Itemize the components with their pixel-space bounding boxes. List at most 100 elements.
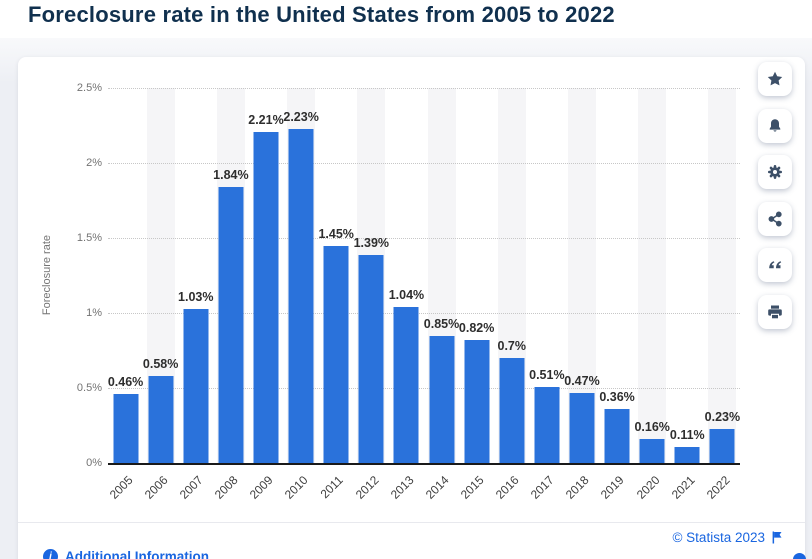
bar-value-label: 0.16% [634,420,670,434]
print-button[interactable] [758,294,792,329]
bar-column-2007: 1.03% 2007 [177,88,214,502]
bar-value-label: 1.45% [318,226,354,241]
chart-section: Foreclosure rate 0% 0.5% 1% 1.5% 2% 2.5% 0.46… [0,38,812,559]
share-button[interactable] [758,201,792,236]
icon-toolbar [758,62,792,329]
bar-column-2019: 0.36% 2019 [598,88,635,502]
bar-column-2010: 2.23% 2010 [282,88,319,502]
bar-column-2020: 0.16% 2020 [633,88,670,502]
bar-value-label: 0.51% [529,367,565,382]
bar-value-label: 1.04% [388,288,425,302]
x-tick-label: 2015 [457,473,487,502]
gridline [108,388,740,389]
bar-value-label: 0.36% [599,390,635,404]
bar-2014[interactable] [429,335,455,463]
bar-value-label: 0.23% [704,409,741,424]
bar-2010[interactable] [288,128,314,463]
y-tick-label: 2% [86,157,102,169]
star-icon [767,71,783,86]
bar-2006[interactable] [148,376,174,463]
y-tick-label: 2.5% [76,82,102,94]
gridline [108,88,740,89]
bar-2012[interactable] [358,254,384,463]
favorite-button[interactable] [758,62,792,96]
x-tick-label: 2006 [141,473,171,502]
x-tick-label: 2021 [668,473,698,502]
bar-2008[interactable] [218,187,244,463]
settings-button[interactable] [758,155,792,189]
bar-2018[interactable] [569,392,595,463]
info-icon-partial [793,553,806,559]
bar-2020[interactable] [639,439,665,463]
x-tick-label: 2009 [247,473,276,502]
bar-column-2016: 0.7% 2016 [493,88,529,502]
share-icon [768,211,782,226]
bar-2005[interactable] [113,394,139,463]
bar-value-label: 1.39% [353,235,390,250]
cite-button[interactable] [758,248,792,282]
bar-value-label: 1.84% [213,168,249,182]
chart-card: Foreclosure rate 0% 0.5% 1% 1.5% 2% 2.5% 0.46… [18,57,806,559]
y-axis-ticks: 0% 0.5% 1% 1.5% 2% 2.5% [18,82,102,469]
bar-value-label: 0.82% [458,321,495,335]
y-tick-label: 0% [86,457,102,469]
bar-2009[interactable] [253,131,279,463]
bar-value-label: 2.23% [283,109,319,124]
bar-column-2011: 1.45% 2011 [318,88,354,502]
footer-divider [18,522,805,523]
x-tick-label: 2005 [106,473,136,502]
additional-information-link[interactable]: i Additional Information [43,549,209,559]
bar-column-2008: 1.84% 2008 [212,88,249,502]
bar-column-2006: 0.58% 2006 [142,88,179,502]
bar-2016[interactable] [499,358,525,463]
x-tick-label: 2008 [212,473,241,502]
x-tick-label: 2020 [633,473,663,502]
x-axis-baseline [108,463,740,465]
bar-2007[interactable] [183,308,209,463]
bar-2022[interactable] [709,428,735,463]
bar-2021[interactable] [674,446,700,463]
bar-value-label: 0.58% [142,357,179,371]
y-tick-label: 0.5% [76,382,102,394]
y-tick-label: 1% [86,307,102,319]
flag-icon [772,531,782,544]
x-tick-label: 2022 [703,473,733,502]
gridline [108,238,740,239]
x-tick-label: 2012 [352,473,382,502]
x-tick-label: 2018 [563,473,592,502]
bar-column-2005: 0.46% 2005 [107,88,144,502]
printer-icon [768,305,782,318]
x-tick-label: 2017 [527,473,557,502]
x-tick-label: 2007 [176,473,206,502]
notification-button[interactable] [758,108,792,143]
additional-information-label: Additional Information [65,549,209,559]
bar-2019[interactable] [604,409,630,463]
gridline [108,163,740,164]
bar-value-label: 0.46% [107,375,144,389]
gridline [108,313,740,314]
info-icon: i [43,549,58,559]
x-tick-label: 2019 [598,473,627,502]
bell-icon [769,118,781,132]
bar-2013[interactable] [393,307,419,463]
bar-value-label: 0.7% [497,339,527,353]
quote-icon [769,261,782,269]
plot-area: 0.46% 2005 0.58% 2006 1.03% 2007 1.84% 2008 2.21… [107,88,741,502]
bar-column-2018: 0.47% 2018 [563,88,600,502]
statista-credit-link[interactable]: © Statista 2023 [672,530,783,545]
bar-2015[interactable] [464,340,490,463]
bar-column-2014: 0.85% 2014 [423,88,460,502]
bar-2011[interactable] [323,245,349,463]
bar-2017[interactable] [534,386,560,463]
bar-value-label: 1.03% [178,289,214,304]
bar-column-2012: 1.39% 2012 [352,88,390,502]
x-tick-label: 2010 [282,473,312,502]
bar-column-2013: 1.04% 2013 [388,88,425,502]
column-band [708,88,737,463]
x-tick-label: 2013 [387,473,417,502]
bar-value-label: 0.85% [423,316,460,331]
bar-column-2017: 0.51% 2017 [528,88,565,502]
column-band [638,88,667,463]
bar-value-label: 0.11% [669,427,705,442]
